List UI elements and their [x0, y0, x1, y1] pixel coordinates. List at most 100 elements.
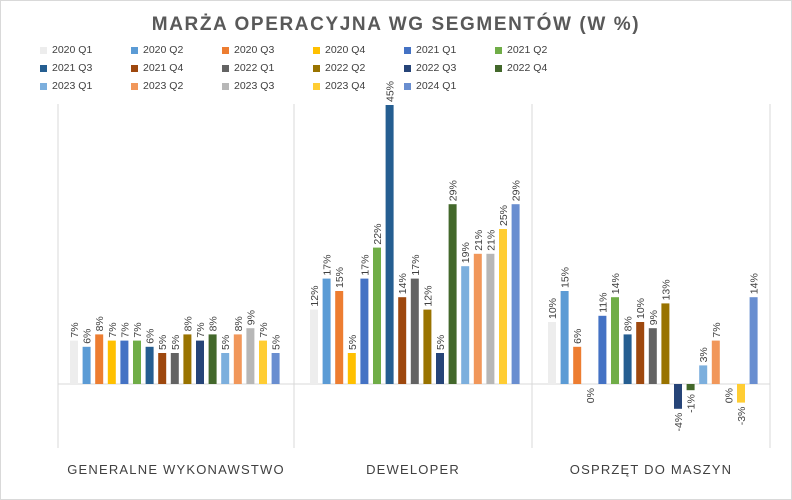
legend-label: 2022 Q3 [416, 62, 457, 74]
bar-deweloper-2020-q2 [322, 278, 331, 384]
data-label: 6% [145, 329, 157, 344]
data-label: 21% [473, 230, 485, 251]
legend-label: 2023 Q1 [52, 80, 93, 92]
data-label: 0% [585, 388, 597, 403]
data-label: 7% [132, 322, 144, 337]
bar-generalne-wykonawstwo-2020-q2 [82, 346, 91, 384]
legend-swatch [222, 46, 229, 54]
bar-generalne-wykonawstwo-2022-q3 [196, 340, 204, 384]
data-label: 8% [233, 316, 245, 331]
legend-item-2020-q1: 2020 Q1 [40, 44, 92, 56]
bar-osprzet-do-maszyn-2021-q1 [598, 315, 607, 384]
bar-osprzet-do-maszyn-2021-q2 [611, 297, 619, 384]
data-label: 13% [660, 279, 672, 300]
bar-generalne-wykonawstwo-2021-q1 [120, 340, 129, 384]
data-label: 8% [208, 316, 220, 331]
data-label: 7% [258, 322, 270, 337]
legend-item-2022-q1: 2022 Q1 [222, 62, 274, 74]
bar-generalne-wykonawstwo-2022-q2 [183, 334, 192, 384]
bar-osprzet-do-maszyn-2021-q3 [623, 334, 632, 384]
data-label: 5% [435, 335, 447, 350]
bar-generalne-wykonawstwo-2020-q3 [95, 334, 104, 384]
data-label: 10% [635, 298, 647, 319]
data-label: 8% [182, 316, 194, 331]
bar-deweloper-2023-q1 [461, 266, 470, 384]
data-label: 14% [610, 273, 622, 294]
bar-osprzet-do-maszyn-2023-q4 [737, 384, 745, 403]
legend-swatch [313, 46, 320, 54]
legend-label: 2023 Q2 [143, 80, 184, 92]
legend-swatch [495, 64, 502, 72]
data-label: 9% [648, 310, 660, 325]
legend-label: 2021 Q2 [507, 44, 548, 56]
data-label: 22% [372, 224, 384, 245]
legend-swatch [131, 64, 138, 72]
legend-item-2024-q1: 2024 Q1 [404, 80, 456, 92]
legend-item-2023-q1: 2023 Q1 [40, 80, 92, 92]
data-label: 7% [195, 322, 207, 337]
bar-deweloper-2020-q1 [310, 309, 318, 384]
bar-generalne-wykonawstwo-2023-q1 [221, 353, 230, 384]
data-label: -1% [686, 394, 698, 413]
data-label: 8% [623, 316, 635, 331]
legend-label: 2021 Q4 [143, 62, 184, 74]
category-label-generalne-wykonawstwo: GENERALNE WYKONAWSTWO [67, 462, 285, 477]
data-label: 7% [711, 322, 723, 337]
data-label: 15% [334, 267, 346, 288]
bar-deweloper-2021-q3 [385, 105, 394, 384]
bar-generalne-wykonawstwo-2023-q3 [246, 328, 255, 384]
legend-swatch [40, 64, 47, 72]
bar-osprzet-do-maszyn-2024-q1 [749, 297, 758, 384]
data-label: 14% [749, 273, 761, 294]
bar-deweloper-2021-q2 [373, 247, 381, 384]
data-label: 3% [698, 347, 710, 362]
category-label-osprzet-do-maszyn: OSPRZĘT DO MASZYN [570, 462, 732, 477]
legend-label: 2021 Q3 [52, 62, 93, 74]
data-label: 9% [245, 310, 257, 325]
bar-deweloper-2022-q2 [423, 309, 432, 384]
data-label: 29% [448, 180, 460, 201]
data-label: 45% [385, 81, 397, 102]
legend-item-2020-q3: 2020 Q3 [222, 44, 274, 56]
legend-label: 2022 Q4 [507, 62, 548, 74]
legend-label: 2024 Q1 [416, 80, 457, 92]
legend-label: 2023 Q3 [234, 80, 275, 92]
data-label: 6% [572, 329, 584, 344]
legend-item-2022-q4: 2022 Q4 [495, 62, 547, 74]
bar-generalne-wykonawstwo-2023-q4 [259, 340, 267, 384]
data-label: 17% [359, 255, 371, 276]
legend-label: 2023 Q4 [325, 80, 366, 92]
bar-deweloper-2024-q1 [511, 204, 520, 384]
bar-deweloper-2022-q1 [410, 278, 419, 384]
data-label: 0% [723, 388, 735, 403]
data-label: 17% [410, 255, 422, 276]
data-label: 25% [498, 205, 510, 226]
bar-generalne-wykonawstwo-2021-q3 [145, 346, 154, 384]
legend-swatch [313, 64, 320, 72]
bar-generalne-wykonawstwo-2024-q1 [271, 353, 280, 384]
bar-osprzet-do-maszyn-2020-q1 [548, 322, 556, 384]
data-label: 7% [107, 322, 119, 337]
legend-label: 2021 Q1 [416, 44, 457, 56]
data-label: 14% [397, 273, 409, 294]
legend-item-2021-q4: 2021 Q4 [131, 62, 183, 74]
legend-swatch [222, 82, 229, 90]
bar-generalne-wykonawstwo-2020-q1 [70, 340, 78, 384]
legend-item-2021-q1: 2021 Q1 [404, 44, 456, 56]
data-label: 19% [460, 242, 472, 263]
bar-generalne-wykonawstwo-2021-q2 [133, 340, 141, 384]
data-label: 5% [170, 335, 182, 350]
data-label: 7% [119, 322, 131, 337]
data-label: 21% [485, 230, 497, 251]
legend-item-2023-q2: 2023 Q2 [131, 80, 183, 92]
legend-label: 2020 Q1 [52, 44, 93, 56]
data-label: 6% [82, 329, 94, 344]
data-label: 12% [309, 286, 321, 307]
legend-item-2023-q3: 2023 Q3 [222, 80, 274, 92]
legend-swatch [404, 46, 411, 54]
data-label: 5% [347, 335, 359, 350]
bar-generalne-wykonawstwo-2023-q2 [233, 334, 242, 384]
category-label-deweloper: DEWELOPER [366, 462, 460, 477]
legend-swatch [404, 64, 411, 72]
legend-swatch [313, 82, 320, 90]
